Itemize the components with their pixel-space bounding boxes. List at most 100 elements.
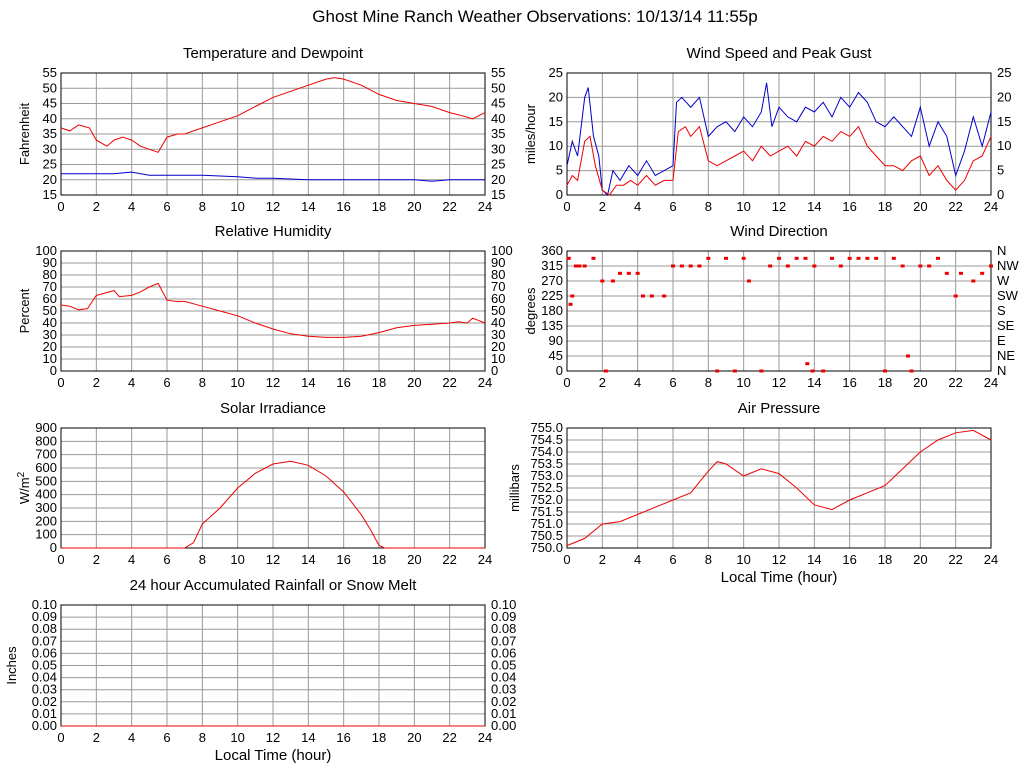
x-tick-label: 8 — [199, 730, 206, 745]
series-line-1 — [566, 125, 992, 196]
y-tick-label: 0.05 — [32, 658, 57, 673]
right-axis-label: 0.01 — [491, 706, 516, 721]
x-tick-label: 14 — [807, 199, 821, 214]
x-tick-label: 20 — [913, 199, 927, 214]
y-tick-label: 5 — [556, 163, 563, 178]
x-tick-label: 4 — [128, 375, 135, 390]
y-tick-label: 0.06 — [32, 645, 57, 660]
x-tick-label: 8 — [705, 199, 712, 214]
x-tick-label: 4 — [128, 730, 135, 745]
direction-point — [768, 264, 773, 268]
direction-point — [759, 369, 764, 373]
y-tick-label: 800 — [35, 433, 57, 448]
chart-title: 24 hour Accumulated Rainfall or Snow Mel… — [130, 577, 418, 594]
x-tick-label: 22 — [948, 199, 962, 214]
y-tick-label: 752.5 — [530, 480, 563, 495]
right-axis-label: SW — [997, 288, 1019, 303]
y-axis-label: Percent — [17, 288, 32, 333]
right-axis-label: E — [997, 333, 1006, 348]
chart-title: Temperature and Dewpoint — [183, 45, 364, 62]
right-axis-label: 0.04 — [491, 670, 516, 685]
x-tick-label: 6 — [163, 552, 170, 567]
series-line-0 — [60, 282, 486, 338]
y-tick-label: 40 — [43, 111, 57, 126]
direction-point — [566, 256, 571, 260]
x-tick-label: 2 — [599, 552, 606, 567]
y-axis-label: W/m2 — [16, 471, 32, 504]
right-axis-label: 5 — [997, 163, 1004, 178]
y-tick-label: 15 — [43, 187, 57, 202]
right-axis-label: 0 — [491, 363, 498, 378]
x-tick-label: 14 — [301, 199, 315, 214]
y-tick-label: 50 — [43, 80, 57, 95]
y-axis-label: millibars — [507, 464, 522, 512]
right-axis-label: 70 — [491, 279, 505, 294]
y-tick-label: 10 — [43, 351, 57, 366]
x-tick-label: 16 — [336, 375, 350, 390]
y-tick-label: 35 — [43, 126, 57, 141]
y-tick-label: 751.5 — [530, 504, 563, 519]
y-tick-label: 0 — [556, 187, 563, 202]
x-tick-label: 4 — [128, 199, 135, 214]
right-axis-label: 50 — [491, 80, 505, 95]
y-tick-label: 25 — [43, 157, 57, 172]
x-tick-label: 20 — [407, 199, 421, 214]
y-tick-label: 270 — [541, 273, 563, 288]
y-tick-label: 50 — [43, 303, 57, 318]
x-tick-label: 20 — [913, 552, 927, 567]
y-tick-label: 752.0 — [530, 492, 563, 507]
y-tick-label: 20 — [43, 339, 57, 354]
x-tick-label: 10 — [230, 730, 244, 745]
y-tick-label: 0.07 — [32, 633, 57, 648]
y-axis-label: degrees — [523, 287, 538, 334]
plot-frame — [60, 72, 486, 196]
y-tick-label: 135 — [541, 318, 563, 333]
direction-point — [635, 271, 640, 275]
x-tick-label: 22 — [442, 199, 456, 214]
x-tick-label: 0 — [563, 552, 570, 567]
x-tick-label: 0 — [563, 375, 570, 390]
x-tick-label: 16 — [336, 730, 350, 745]
right-axis-label: 55 — [491, 65, 505, 80]
y-tick-label: 750.0 — [530, 540, 563, 555]
x-tick-label: 20 — [913, 375, 927, 390]
y-tick-label: 900 — [35, 420, 57, 435]
y-tick-label: 400 — [35, 487, 57, 502]
direction-point — [777, 256, 781, 260]
x-tick-label: 6 — [163, 199, 170, 214]
x-tick-label: 2 — [599, 375, 606, 390]
direction-point — [671, 264, 675, 268]
right-axis-label: 0.00 — [491, 718, 516, 733]
x-tick-label: 22 — [948, 375, 962, 390]
direction-point — [856, 256, 861, 260]
x-tick-label: 22 — [442, 552, 456, 567]
direction-point — [883, 369, 887, 373]
y-tick-label: 25 — [549, 65, 563, 80]
y-tick-label: 0.04 — [32, 670, 57, 685]
x-tick-label: 4 — [634, 552, 641, 567]
direction-point — [697, 264, 702, 268]
series-line-0 — [61, 460, 485, 549]
y-tick-label: 90 — [549, 333, 563, 348]
direction-point — [918, 264, 923, 268]
y-tick-label: 200 — [35, 513, 57, 528]
right-axis-label: S — [997, 303, 1006, 318]
y-tick-label: 0 — [50, 540, 57, 555]
y-tick-label: 45 — [549, 348, 563, 363]
direction-point — [958, 271, 963, 275]
right-axis-label: 30 — [491, 327, 505, 342]
y-tick-label: 100 — [35, 243, 57, 258]
x-tick-label: 24 — [478, 730, 492, 745]
y-tick-label: 751.0 — [530, 516, 563, 531]
direction-point — [891, 256, 896, 260]
page-title: Ghost Mine Ranch Weather Observations: 1… — [312, 7, 758, 26]
x-tick-label: 0 — [563, 199, 570, 214]
y-tick-label: 15 — [549, 114, 563, 129]
y-tick-label: 0.08 — [32, 621, 57, 636]
direction-point — [927, 264, 932, 268]
plot-frame — [60, 250, 486, 372]
right-axis-label: 10 — [997, 138, 1011, 153]
